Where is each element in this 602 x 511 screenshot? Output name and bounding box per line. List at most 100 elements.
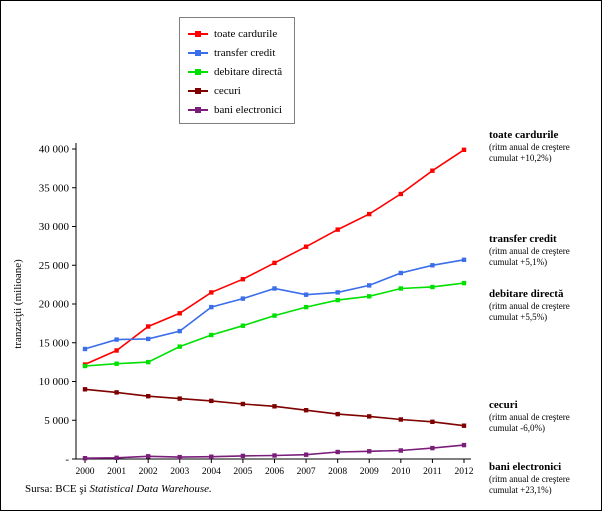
square-marker — [398, 286, 403, 291]
square-marker — [303, 408, 309, 413]
legend-swatch — [188, 87, 208, 94]
square-marker — [195, 87, 201, 94]
square-marker — [461, 257, 467, 262]
square-marker — [335, 411, 340, 417]
annotation-title: cecuri — [489, 399, 518, 411]
x-tick-label: 2007 — [297, 467, 316, 477]
x-tick-label: 2012 — [454, 467, 473, 477]
series-bani-electronici — [82, 442, 467, 461]
square-marker — [461, 423, 467, 428]
annotation-note: (ritm anual de creştere cumulat +10,2%) — [489, 142, 570, 163]
source-text: Sursa: BCE şi Statistical Data Warehouse… — [25, 483, 212, 495]
legend-swatch — [188, 68, 208, 75]
square-marker — [272, 453, 277, 458]
annotation-title: transfer credit — [489, 233, 557, 245]
square-marker — [240, 296, 246, 301]
axes: - 5 000 10 000 15 000 20 000 25 000 30 000 35 0… — [39, 143, 474, 477]
square-marker — [272, 404, 277, 409]
square-marker — [303, 452, 309, 457]
legend-swatch — [188, 106, 208, 113]
y-tick-label: 20 000 — [39, 299, 70, 311]
square-marker — [367, 449, 372, 454]
square-marker — [82, 363, 88, 369]
square-marker — [177, 396, 182, 401]
square-marker — [335, 290, 340, 295]
legend-label: cecuri — [214, 84, 241, 97]
square-marker — [240, 453, 246, 459]
y-tick-label: 10 000 — [39, 376, 70, 388]
legend-item: bani electronici — [188, 100, 286, 119]
square-marker — [209, 398, 214, 404]
square-marker — [398, 448, 403, 453]
square-marker — [114, 390, 119, 395]
square-marker — [146, 336, 151, 342]
source-prefix: Sursa: BCE şi — [25, 483, 90, 495]
series-cecuri — [82, 387, 467, 428]
square-marker — [430, 263, 435, 268]
square-marker — [146, 359, 151, 365]
square-marker — [398, 417, 403, 422]
legend-swatch — [188, 49, 208, 56]
legend-item: transfer credit — [188, 43, 286, 62]
square-marker — [272, 313, 277, 318]
square-marker — [114, 455, 119, 460]
square-marker — [335, 227, 340, 232]
square-marker — [146, 454, 151, 459]
square-marker — [177, 311, 182, 316]
square-marker — [82, 456, 88, 461]
square-marker — [461, 280, 467, 286]
annotation-note: (ritm anual de creştere cumulat +5,5%) — [489, 301, 570, 322]
square-marker — [209, 454, 214, 459]
x-tick-label: 2006 — [265, 467, 284, 477]
source-italic: Statistical Data Warehouse. — [89, 483, 212, 495]
annotation-note: (ritm anual de creştere cumulat +23,1%) — [489, 474, 570, 495]
square-marker — [209, 304, 214, 310]
legend-item: toate cardurile — [188, 24, 286, 43]
x-tick-label: 2005 — [233, 467, 252, 477]
square-marker — [367, 211, 372, 217]
square-marker — [240, 277, 246, 282]
y-tick-label: 15 000 — [39, 337, 70, 349]
square-marker — [114, 337, 119, 342]
square-marker — [195, 30, 201, 37]
square-marker — [303, 244, 309, 249]
square-marker — [398, 270, 403, 276]
square-marker — [195, 68, 201, 75]
x-tick-label: 2009 — [360, 467, 379, 477]
square-marker — [461, 147, 467, 152]
legend-label: bani electronici — [214, 103, 283, 116]
square-marker — [114, 361, 119, 366]
x-tick-label: 2000 — [76, 467, 95, 477]
y-tick-label: 5 000 — [44, 415, 69, 427]
x-tick-label: 2011 — [423, 467, 442, 477]
square-marker — [177, 454, 182, 460]
square-marker — [240, 401, 246, 407]
square-marker — [461, 442, 467, 448]
legend-swatch — [188, 30, 208, 37]
square-marker — [195, 49, 201, 56]
square-marker — [82, 387, 88, 392]
square-marker — [430, 284, 435, 290]
annotation-cecuri: cecuri (ritm anual de creştere cumulat -6… — [489, 399, 599, 434]
square-marker — [303, 304, 309, 310]
series-toate-cardurile — [82, 147, 467, 367]
annotation-toate-cardurile: toate cardurile (ritm anual de creştere c… — [489, 129, 599, 164]
y-tick-label: 40 000 — [39, 144, 70, 156]
legend-item: cecuri — [188, 81, 286, 100]
square-marker — [430, 168, 435, 173]
square-marker — [335, 297, 340, 303]
annotation-note: (ritm anual de creştere cumulat +5,1%) — [489, 246, 570, 267]
y-tick-label: 30 000 — [39, 221, 70, 233]
square-marker — [367, 414, 372, 419]
legend: toate cardurile transfer credit debitare d… — [179, 17, 295, 124]
annotation-bani-electronici: bani electronici (ritm anual de creştere … — [489, 461, 599, 496]
square-marker — [367, 283, 372, 288]
square-marker — [146, 324, 151, 329]
annotation-debitare-directă: debitare directă (ritm anual de creştere … — [489, 288, 599, 323]
annotation-note: (ritm anual de creştere cumulat -6,0%) — [489, 412, 570, 433]
square-marker — [367, 294, 372, 299]
y-tick-label: 25 000 — [39, 260, 70, 272]
square-marker — [303, 292, 309, 297]
legend-label: toate cardurile — [214, 27, 278, 40]
